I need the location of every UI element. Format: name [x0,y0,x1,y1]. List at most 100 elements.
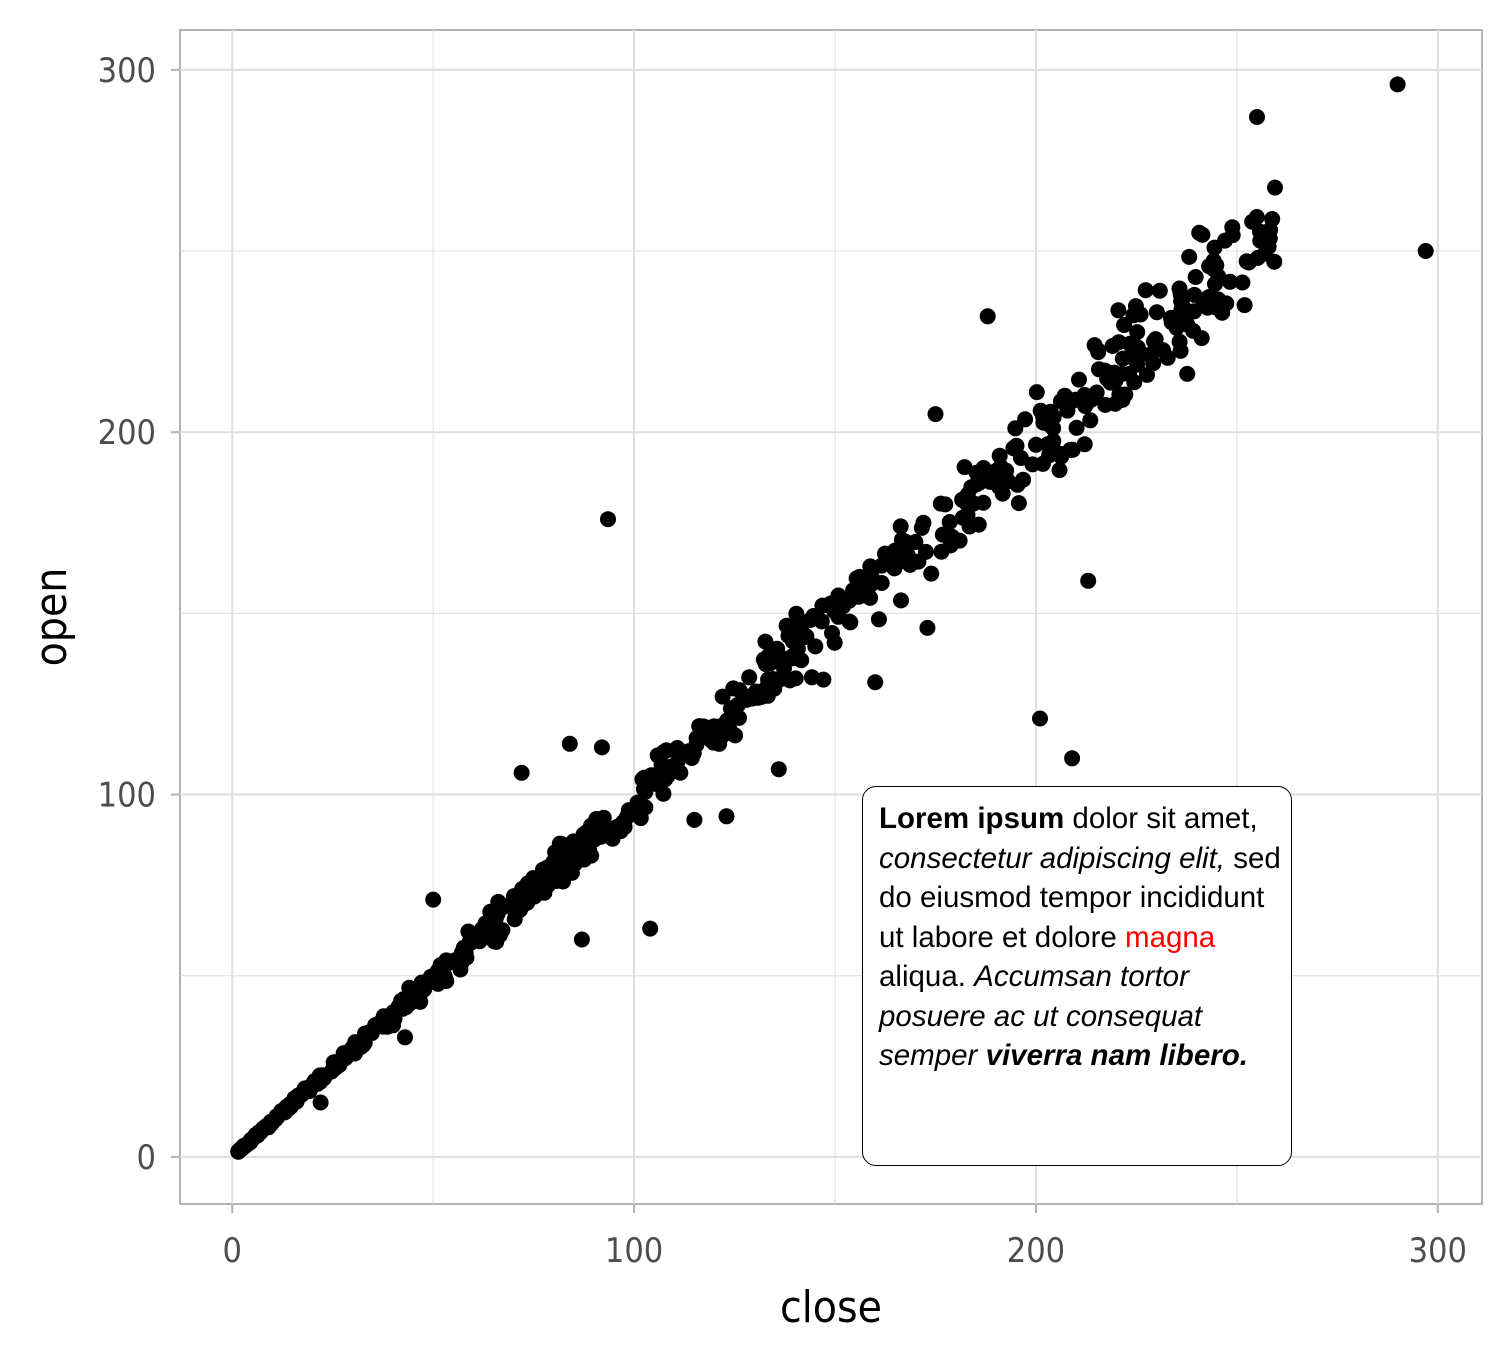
scatter-point [686,811,703,828]
scatter-point [1080,572,1097,589]
annotation-segment: aliqua. [879,960,975,993]
scatter-point [893,531,910,548]
scatter-point [302,1078,318,1095]
scatter-point [1129,356,1146,373]
scatter-point [757,656,774,673]
scatter-point [688,736,705,753]
scatter-point [1064,750,1081,767]
scatter-point [1015,471,1032,488]
scatter-point [705,734,722,751]
scatter-point [910,553,927,570]
scatter-point [1222,273,1238,290]
scatter-point [1056,387,1073,404]
scatter-point [707,720,723,737]
scatter-point [956,459,973,476]
scatter-point [1028,384,1045,401]
scatter-point [344,1040,361,1057]
scatter-point [404,988,421,1004]
scatter-point [1090,344,1107,361]
scatter-point [892,518,909,535]
scatter-point [561,735,578,752]
scatter-point [1076,436,1093,453]
annotation-segment: Accumsan tortor posuere ac ut consequat … [879,960,1203,1072]
scatter-point [1174,299,1191,316]
scatter-point [1068,419,1085,436]
scatter-point [659,768,676,784]
scatter-point [1051,462,1068,479]
x-axis-ticks: 0 100 200 300 [223,1204,1467,1271]
scatter-point [1148,304,1165,321]
scatter-point [1010,495,1027,512]
scatter-point [1191,224,1208,241]
scatter-point [1389,76,1406,93]
scatter-point [454,944,470,961]
scatter-point [927,406,944,423]
scatter-point [1114,391,1131,408]
scatter-point [1032,710,1048,727]
scatter-point [511,902,528,918]
scatter-point [1141,346,1158,363]
scatter-point [1171,333,1188,350]
annotation-segment: Lorem ipsum [879,802,1065,835]
scatter-point [815,671,832,688]
scatter-point [748,683,765,700]
annotation-segment: magna [1125,920,1216,954]
scatter-point [642,920,659,937]
scatter-point [1266,253,1283,270]
scatter-point [1024,456,1041,473]
scatter-point [951,532,968,549]
scatter-point [873,557,890,574]
scatter-point [968,464,985,481]
scatter-point [770,761,787,778]
scatter-point [426,971,443,988]
annotation-segment: sed do eiusmod tempor incididunt ut labo… [879,841,1281,954]
scatter-point [600,511,616,528]
scatter-point [1088,384,1105,401]
scatter-point [714,688,731,705]
scatter-point [1005,440,1022,457]
scatter-point [1179,365,1196,382]
scatter-point [941,514,958,530]
scatter-point [1116,317,1133,333]
y-tick-label: 200 [98,413,156,453]
annotation-segment: consectetur adipiscing elit, [879,841,1225,875]
scatter-point [842,614,859,631]
scatter-point [1171,280,1188,297]
scatter-point [932,495,949,512]
scatter-point [934,526,951,543]
scatter-point [462,931,479,948]
annotation-segment: dolor sit amet, [1064,802,1258,835]
scatter-point [718,808,735,825]
scatter-point [1238,253,1255,270]
scatter-point [596,817,613,834]
scatter-point [826,600,843,617]
scatter-point [1186,303,1203,320]
scatter-point [741,669,758,686]
scatter-point [1248,209,1265,225]
scatter-point [845,589,862,605]
scatter-point [1236,297,1253,314]
scatter-point [907,534,924,550]
x-tick-label: 300 [1409,1231,1467,1271]
annotation-text-box: Lorem ipsum dolor sit amet, consectetur … [862,786,1292,1166]
scatter-point [1234,274,1251,291]
scatter-point [913,519,930,536]
scatter-point [1129,324,1146,341]
scatter-point [278,1099,295,1115]
scatter-point [561,849,578,866]
scatter-point [1106,364,1123,381]
scatter-point [1121,335,1138,352]
scatter-point [1224,219,1241,236]
scatter-point [1082,412,1099,429]
scatter-point [1187,269,1204,285]
annotation-segment: viverra nam libero. [985,1039,1248,1072]
scatter-point [1185,322,1202,339]
scatter-point [867,674,884,691]
scatter-point [870,611,887,628]
scatter-point [1137,282,1154,299]
x-tick-label: 100 [605,1231,663,1271]
y-axis-ticks: 0 100 200 300 [98,51,180,1178]
scatter-point [893,592,909,609]
scatter-point [1205,252,1222,269]
